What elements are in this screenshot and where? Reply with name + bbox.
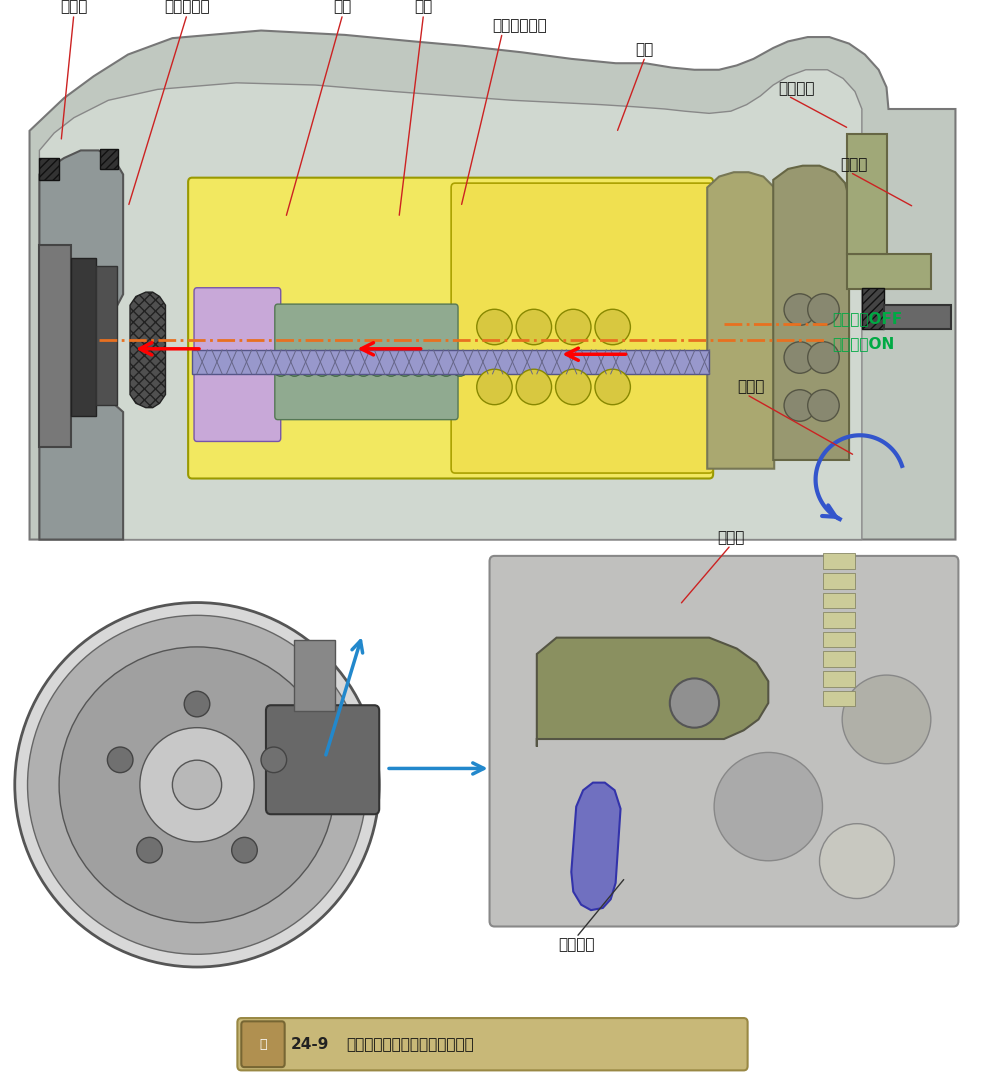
Bar <box>884 305 951 329</box>
Ellipse shape <box>184 691 210 717</box>
Ellipse shape <box>273 361 289 376</box>
FancyBboxPatch shape <box>241 1021 285 1067</box>
Ellipse shape <box>328 361 344 376</box>
Ellipse shape <box>383 361 399 376</box>
Ellipse shape <box>556 370 591 404</box>
Text: 操作杆: 操作杆 <box>717 530 745 545</box>
Ellipse shape <box>397 361 413 376</box>
Polygon shape <box>571 783 621 910</box>
Bar <box>823 691 855 706</box>
Ellipse shape <box>137 837 163 863</box>
Bar <box>823 554 855 569</box>
FancyBboxPatch shape <box>188 178 713 479</box>
Text: 图: 图 <box>259 1038 267 1051</box>
Polygon shape <box>707 172 774 469</box>
Ellipse shape <box>287 361 302 376</box>
Bar <box>823 652 855 667</box>
FancyBboxPatch shape <box>490 556 958 926</box>
Bar <box>192 350 709 374</box>
Polygon shape <box>39 70 862 540</box>
FancyBboxPatch shape <box>451 183 713 473</box>
Text: 制动盘: 制动盘 <box>60 0 88 14</box>
Ellipse shape <box>784 342 816 373</box>
Text: 螺母: 螺母 <box>415 0 432 14</box>
Ellipse shape <box>438 361 454 376</box>
Ellipse shape <box>784 390 816 421</box>
Ellipse shape <box>59 646 335 923</box>
Ellipse shape <box>595 310 630 344</box>
Ellipse shape <box>784 294 816 325</box>
Text: 推杆（螺栓）: 推杆（螺栓） <box>492 17 548 33</box>
Ellipse shape <box>477 370 512 404</box>
Polygon shape <box>537 638 768 747</box>
Bar <box>823 573 855 589</box>
Ellipse shape <box>172 760 222 810</box>
Ellipse shape <box>261 747 287 773</box>
Ellipse shape <box>369 361 385 376</box>
Ellipse shape <box>670 678 719 728</box>
Ellipse shape <box>231 837 257 863</box>
Bar <box>823 613 855 628</box>
Ellipse shape <box>516 370 552 404</box>
Ellipse shape <box>842 675 931 764</box>
Text: 活塞: 活塞 <box>334 0 352 14</box>
Polygon shape <box>773 166 849 460</box>
Bar <box>294 640 335 711</box>
Ellipse shape <box>15 603 379 967</box>
Ellipse shape <box>452 361 468 376</box>
Text: 驻车拉索: 驻车拉索 <box>558 937 595 953</box>
Text: 驻车制动OFF: 驻车制动OFF <box>832 311 902 326</box>
Ellipse shape <box>342 361 358 376</box>
Ellipse shape <box>477 310 512 344</box>
Ellipse shape <box>556 310 591 344</box>
Bar <box>100 149 118 169</box>
Text: 驻车制动ON: 驻车制动ON <box>832 336 894 351</box>
Bar <box>862 288 884 329</box>
Bar <box>847 254 931 289</box>
Ellipse shape <box>425 361 440 376</box>
Bar <box>847 134 886 254</box>
Text: 弹簧: 弹簧 <box>635 41 654 57</box>
Ellipse shape <box>314 361 330 376</box>
Polygon shape <box>30 31 955 540</box>
Text: 盘式驻车制动器结构和工作原理: 盘式驻车制动器结构和工作原理 <box>347 1037 475 1052</box>
Ellipse shape <box>300 361 316 376</box>
FancyBboxPatch shape <box>237 1018 748 1070</box>
Polygon shape <box>130 292 165 408</box>
Polygon shape <box>39 150 123 540</box>
Bar <box>823 632 855 647</box>
Ellipse shape <box>808 390 839 421</box>
Bar <box>39 158 59 180</box>
Ellipse shape <box>820 824 894 898</box>
Ellipse shape <box>808 294 839 325</box>
Text: 输入轴: 输入轴 <box>737 379 764 395</box>
Ellipse shape <box>808 342 839 373</box>
Text: 制动轮缸: 制动轮缸 <box>778 81 815 96</box>
Ellipse shape <box>107 747 133 773</box>
Ellipse shape <box>595 370 630 404</box>
Bar <box>96 266 117 405</box>
FancyBboxPatch shape <box>266 705 379 814</box>
Bar <box>823 671 855 687</box>
Text: 制动摩擦片: 制动摩擦片 <box>164 0 210 14</box>
Ellipse shape <box>28 616 366 954</box>
Ellipse shape <box>140 728 254 841</box>
Ellipse shape <box>356 361 371 376</box>
Bar <box>71 258 96 416</box>
Text: 操作杆: 操作杆 <box>840 157 868 172</box>
Bar <box>39 245 71 447</box>
Ellipse shape <box>411 361 427 376</box>
Ellipse shape <box>516 310 552 344</box>
Ellipse shape <box>714 752 822 861</box>
FancyBboxPatch shape <box>194 288 281 441</box>
FancyBboxPatch shape <box>275 304 458 420</box>
Bar <box>823 593 855 608</box>
Text: 24-9: 24-9 <box>291 1037 329 1052</box>
